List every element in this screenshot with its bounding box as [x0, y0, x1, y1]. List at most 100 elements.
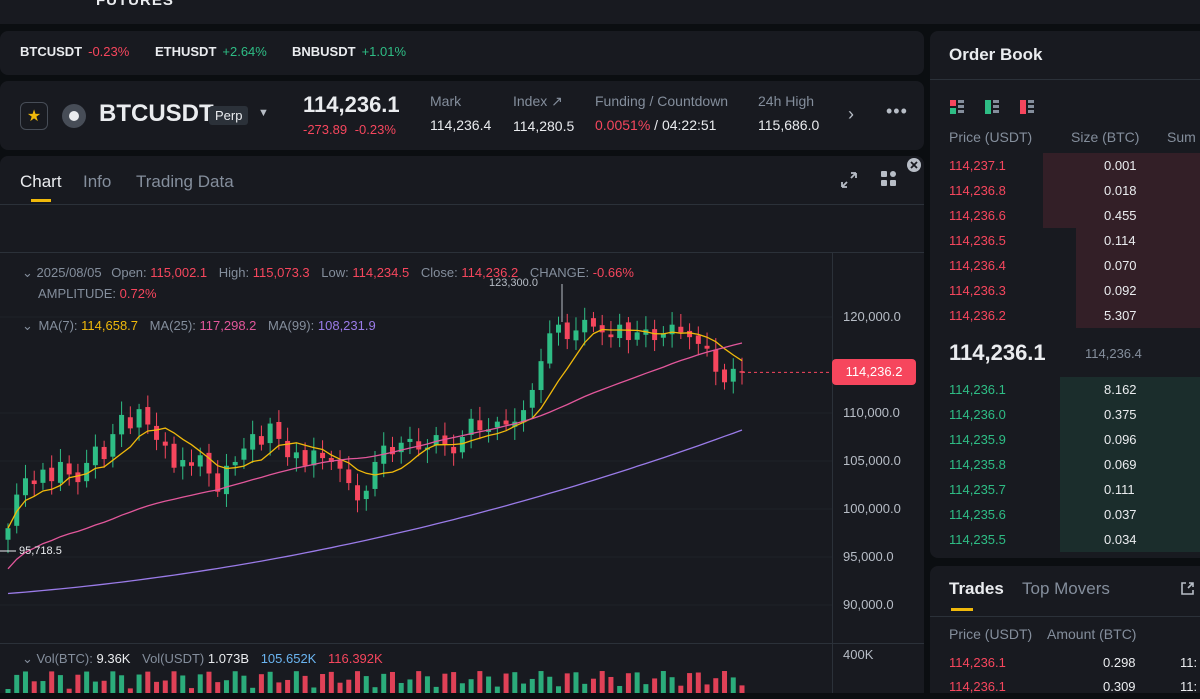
- order-size: 0.069: [1104, 457, 1137, 472]
- volume-bar: [197, 674, 203, 693]
- ask-row[interactable]: 114,236.5 0.114: [930, 228, 1200, 253]
- candle-body: [660, 333, 666, 338]
- candle-body: [433, 435, 439, 446]
- volume-bar: [215, 682, 221, 693]
- chevron-right-icon[interactable]: ›: [848, 104, 854, 124]
- candle-body: [416, 441, 422, 450]
- ma7-line: [7, 328, 743, 529]
- candle-body: [119, 414, 125, 435]
- ask-row[interactable]: 114,236.6 0.455: [930, 203, 1200, 228]
- tab-trades[interactable]: Trades: [949, 579, 1004, 598]
- volume-bar: [267, 671, 273, 693]
- bid-row[interactable]: 114,235.5 0.034: [930, 527, 1200, 552]
- volume-bar: [84, 671, 90, 693]
- ask-row[interactable]: 114,236.2 5.307: [930, 303, 1200, 328]
- candle-body: [92, 446, 98, 466]
- symbol-dropdown-icon[interactable]: ▼: [258, 107, 269, 119]
- tab-top-movers[interactable]: Top Movers: [1022, 579, 1110, 598]
- bid-row[interactable]: 114,235.9 0.096: [930, 427, 1200, 452]
- close-icon[interactable]: [906, 157, 922, 173]
- ask-row[interactable]: 114,236.4 0.070: [930, 253, 1200, 278]
- candle-body: [451, 446, 457, 454]
- y-tick-label: 100,000.0: [843, 501, 901, 516]
- tab-info[interactable]: Info: [83, 172, 112, 191]
- depth-bar: [1060, 427, 1200, 452]
- external-link-icon[interactable]: [1180, 581, 1195, 596]
- change-value: -0.66%: [592, 265, 634, 280]
- collapse-chevron-icon[interactable]: ⌄: [22, 265, 33, 280]
- stat-label[interactable]: Index ↗: [513, 93, 563, 109]
- bid-row[interactable]: 114,235.6 0.037: [930, 502, 1200, 527]
- volume-bar: [276, 682, 282, 693]
- ma99-value: 108,231.9: [317, 318, 376, 333]
- bid-row[interactable]: 114,235.7 0.111: [930, 477, 1200, 502]
- volume-bar: [398, 682, 404, 693]
- more-options-icon[interactable]: •••: [886, 101, 908, 121]
- funding-rate: 0.0051%: [595, 117, 651, 133]
- candle-body: [328, 457, 334, 462]
- change-pct: -0.23%: [354, 122, 396, 137]
- ticker-item-bnbusdt[interactable]: BNBUSDT +1.01%: [292, 44, 406, 59]
- collapse-chevron-icon[interactable]: ⌄: [22, 651, 33, 666]
- candle-body: [582, 319, 588, 333]
- volume-bar: [556, 686, 561, 693]
- candle-body: [136, 409, 142, 428]
- bid-row[interactable]: 114,236.1 8.162: [930, 377, 1200, 402]
- layout-grid-icon[interactable]: [880, 170, 898, 188]
- depth-bar: [1043, 178, 1200, 203]
- view-bids-icon[interactable]: [985, 100, 999, 114]
- volume-bar: [582, 683, 588, 693]
- volume-bar: [739, 685, 745, 693]
- candle-body: [713, 349, 719, 372]
- volume-bar: [189, 688, 194, 693]
- candle-body: [293, 452, 299, 459]
- order-book-title: Order Book: [949, 45, 1043, 64]
- low-annotation: 95,718.5: [19, 545, 62, 557]
- volume-bar: [512, 672, 518, 693]
- candle-body: [695, 335, 701, 344]
- symbol-name[interactable]: BTCUSDT: [99, 100, 214, 127]
- funding-countdown: 04:22:51: [661, 117, 717, 133]
- volume-bar: [521, 683, 527, 693]
- ticker-item-btcusdt[interactable]: BTCUSDT -0.23%: [20, 44, 129, 59]
- order-size: 0.034: [1104, 532, 1137, 547]
- candle-body: [494, 421, 500, 428]
- volume-bar: [625, 673, 631, 693]
- ask-row[interactable]: 114,237.1 0.001: [930, 153, 1200, 178]
- ticker-symbol: ETHUSDT: [155, 44, 217, 59]
- view-asks-icon[interactable]: [1020, 100, 1034, 114]
- tab-trading-data[interactable]: Trading Data: [136, 172, 234, 191]
- top-nav-label[interactable]: FUTURES: [96, 0, 174, 9]
- candlestick-chart[interactable]: [0, 256, 832, 693]
- bid-row[interactable]: 114,236.0 0.375: [930, 402, 1200, 427]
- top-nav-bar: FUTURES: [0, 0, 1200, 24]
- candle-body: [459, 437, 465, 453]
- ma7-value: 114,658.7: [81, 318, 139, 333]
- volume-bar: [110, 671, 116, 693]
- favorite-star-icon[interactable]: ★: [20, 102, 48, 130]
- change-label: CHANGE:: [529, 265, 590, 280]
- volume-bar: [529, 678, 535, 693]
- candle-body: [477, 420, 483, 431]
- expand-icon[interactable]: [840, 171, 858, 189]
- depth-bar: [1043, 203, 1200, 228]
- ask-row[interactable]: 114,236.3 0.092: [930, 278, 1200, 303]
- y-tick-label: 120,000.0: [843, 309, 901, 324]
- low-label: Low:: [321, 265, 349, 280]
- trades-divider: [930, 616, 1200, 617]
- tab-chart[interactable]: Chart: [20, 172, 62, 191]
- ask-row[interactable]: 114,236.8 0.018: [930, 178, 1200, 203]
- bid-row[interactable]: 114,235.8 0.069: [930, 452, 1200, 477]
- volume-bar: [40, 681, 46, 693]
- volume-bar: [346, 679, 352, 693]
- order-price: 114,235.7: [949, 482, 1006, 497]
- collapse-chevron-icon[interactable]: ⌄: [22, 318, 33, 333]
- view-both-icon[interactable]: [950, 100, 964, 114]
- candle-body: [503, 420, 509, 425]
- order-price: 114,235.5: [949, 532, 1006, 547]
- volume-bar: [355, 671, 361, 693]
- candle-body: [40, 469, 46, 483]
- order-size: 0.111: [1104, 482, 1135, 497]
- candle-body: [320, 452, 326, 459]
- ticker-item-ethusdt[interactable]: ETHUSDT +2.64%: [155, 44, 267, 59]
